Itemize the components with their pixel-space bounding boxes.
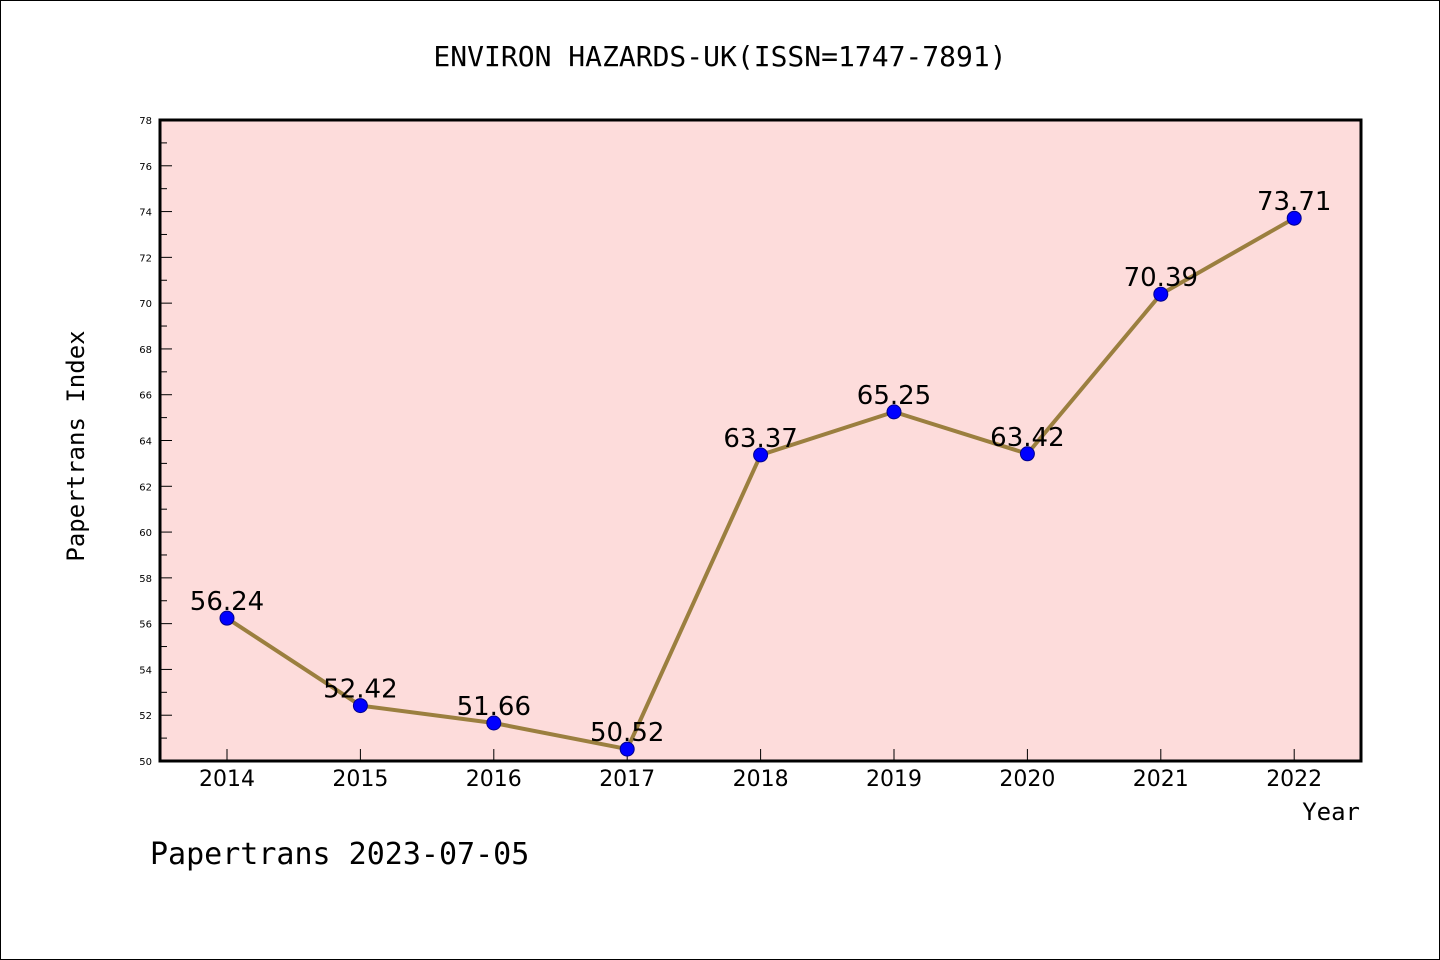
x-tick-label: 2019 — [866, 767, 922, 792]
data-point — [1286, 210, 1302, 226]
x-tick-label: 2015 — [332, 767, 388, 792]
data-label: 50.52 — [590, 718, 664, 748]
y-tick-label: 74 — [139, 208, 152, 219]
y-tick-label: 72 — [139, 253, 152, 264]
data-label: 52.42 — [323, 675, 397, 705]
y-tick-label: 58 — [139, 574, 152, 585]
data-point — [886, 404, 902, 420]
y-tick-label: 60 — [139, 528, 152, 539]
y-tick-label: 54 — [139, 665, 152, 676]
data-label: 70.39 — [1124, 263, 1198, 293]
data-label: 73.71 — [1257, 187, 1331, 217]
data-label: 65.25 — [857, 381, 931, 411]
data-point — [486, 715, 502, 731]
chart-title: ENVIRON HAZARDS-UK(ISSN=1747-7891) — [433, 40, 1006, 73]
x-axis: 2014 2015 2016 2017 2018 2019 2020 2021 2022 — [199, 749, 1322, 792]
data-point — [753, 447, 769, 463]
x-tick-label: 2016 — [466, 767, 522, 792]
footer-date: Papertrans 2023-07-05 — [150, 837, 529, 872]
data-point — [352, 698, 368, 714]
data-label: 51.66 — [457, 692, 531, 722]
x-tick-label: 2018 — [733, 767, 789, 792]
x-tick-label: 2017 — [599, 767, 655, 792]
series-line-group: 56.24 52.42 51.66 50.52 63.37 65.25 63.42 70.39… — [190, 187, 1331, 757]
data-point — [1019, 446, 1035, 462]
y-tick-label: 52 — [139, 711, 152, 722]
y-tick-label: 64 — [139, 437, 152, 448]
data-point — [1153, 286, 1169, 302]
data-point — [619, 741, 635, 757]
y-tick-label: 78 — [139, 116, 152, 127]
plot-area — [160, 120, 1361, 761]
x-tick-label: 2021 — [1133, 767, 1189, 792]
y-tick-label: 50 — [139, 757, 152, 768]
data-label: 63.37 — [723, 424, 797, 454]
data-point — [219, 610, 235, 626]
y-tick-label: 70 — [139, 299, 152, 310]
y-tick-label: 66 — [139, 391, 152, 402]
x-tick-label: 2022 — [1266, 767, 1322, 792]
y-axis-label: Papertrans Index — [62, 330, 90, 561]
data-label: 63.42 — [990, 423, 1064, 453]
y-tick-label: 56 — [139, 620, 152, 631]
plot-border — [158, 118, 1363, 763]
x-tick-label: 2014 — [199, 767, 255, 792]
y-tick-label: 62 — [139, 482, 152, 493]
x-axis-label: Year — [1302, 798, 1360, 826]
y-tick-label: 76 — [139, 162, 152, 173]
x-tick-label: 2020 — [999, 767, 1055, 792]
y-tick-label: 68 — [139, 345, 152, 356]
data-label: 56.24 — [190, 587, 264, 617]
